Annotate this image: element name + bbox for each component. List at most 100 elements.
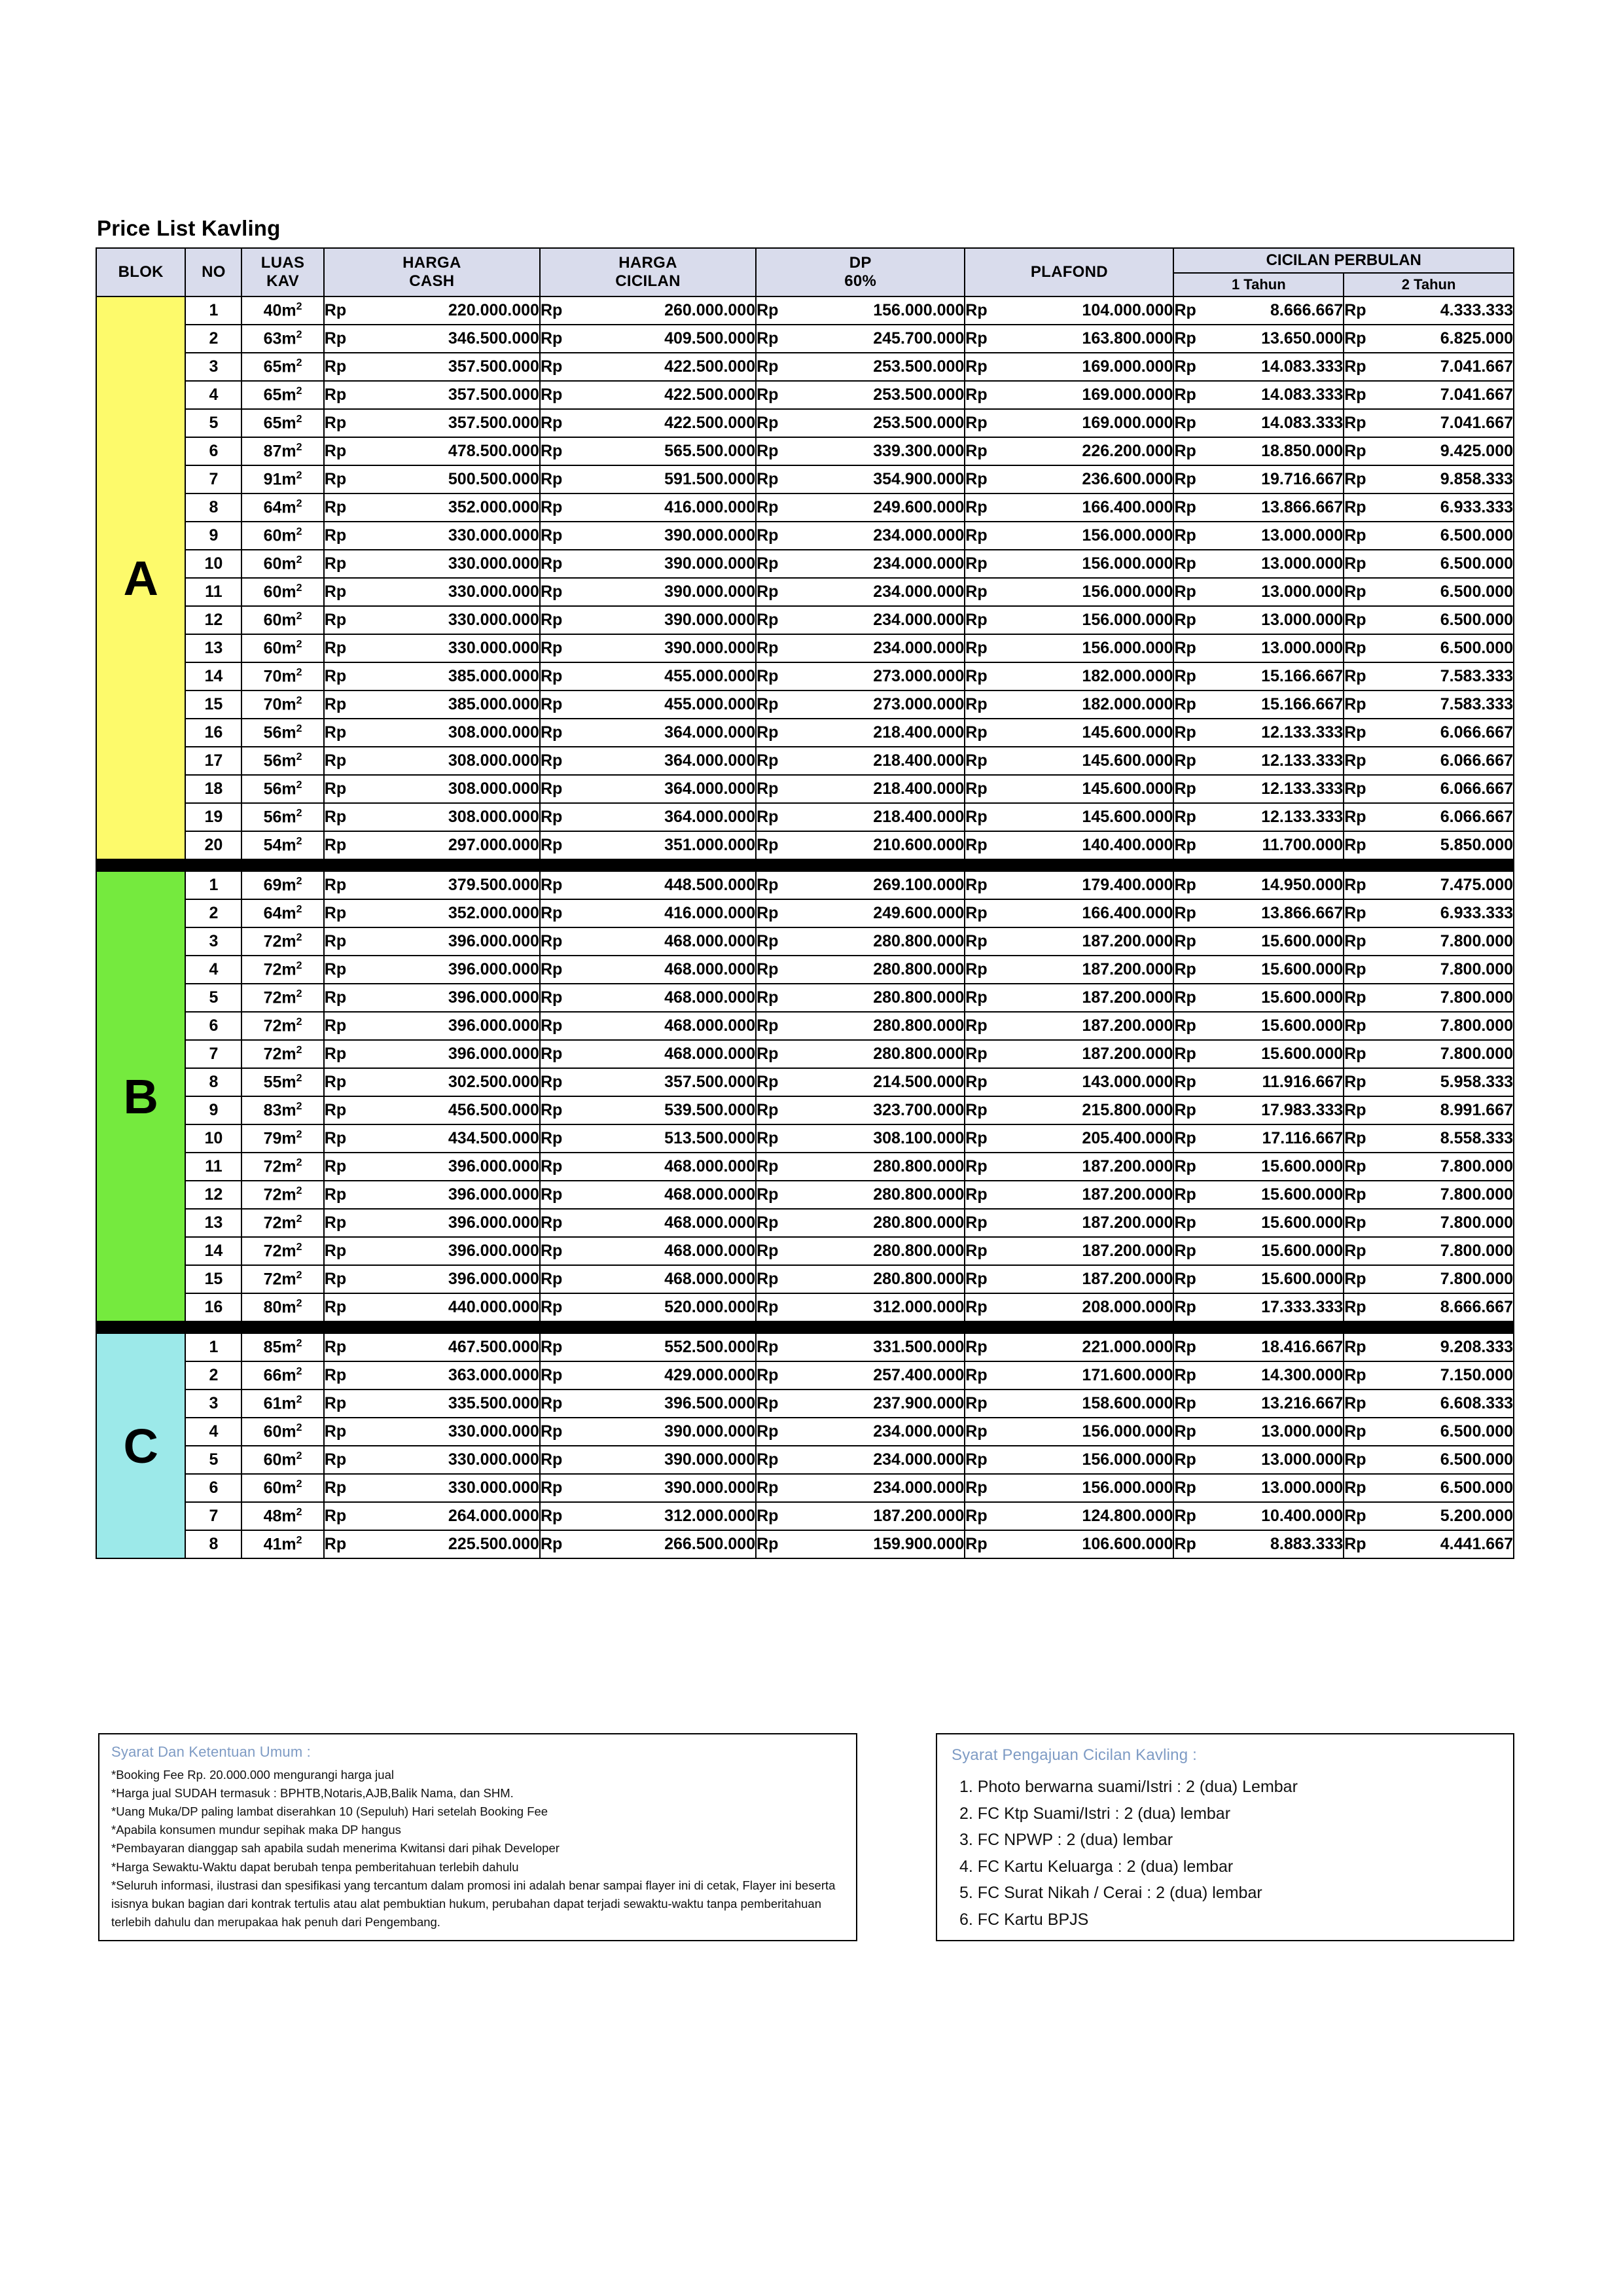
- currency-symbol: Rp: [757, 1450, 779, 1469]
- amount-value: 396.000.000: [448, 1016, 539, 1035]
- amount-value: 234.000.000: [873, 1422, 965, 1441]
- amount-value: 145.600.000: [1082, 751, 1173, 770]
- column-header-harga-cicilan: HARGA CICILAN: [539, 247, 757, 297]
- currency-symbol: Rp: [540, 723, 563, 742]
- amount-value: 312.000.000: [664, 1507, 756, 1525]
- amount-value: 187.200.000: [1082, 1213, 1173, 1232]
- amount-value: 4.441.667: [1440, 1535, 1513, 1553]
- down-payment: Rp 280.800.000: [755, 1152, 966, 1181]
- price-installment: Rp 591.500.000: [539, 465, 757, 494]
- column-header-dp-line2: 60%: [844, 272, 877, 290]
- price-cash: Rp 330.000.000: [323, 549, 541, 579]
- amount-value: 273.000.000: [873, 667, 965, 685]
- currency-symbol: Rp: [324, 1101, 347, 1119]
- currency-symbol: Rp: [757, 960, 779, 978]
- terms-and-conditions-box: Syarat Dan Ketentuan Umum : *Booking Fee…: [98, 1733, 857, 1941]
- currency-symbol: Rp: [324, 554, 347, 573]
- lot-area: 55m2: [241, 1067, 325, 1097]
- price-installment: Rp 416.000.000: [539, 493, 757, 522]
- table-header: BLOK NO LUAS KAV HARGA CASH HARGA CICILA…: [95, 247, 1514, 297]
- lot-area: 54m2: [241, 831, 325, 860]
- down-payment: Rp 187.200.000: [755, 1501, 966, 1531]
- amount-value: 214.500.000: [873, 1073, 965, 1091]
- lot-area: 85m2: [241, 1333, 325, 1362]
- amount-value: 253.500.000: [873, 357, 965, 376]
- currency-symbol: Rp: [1344, 836, 1366, 854]
- amount-value: 352.000.000: [448, 498, 539, 516]
- amount-value: 308.100.000: [873, 1129, 965, 1147]
- amount-value: 364.000.000: [664, 751, 756, 770]
- amount-value: 17.116.667: [1262, 1129, 1344, 1147]
- amount-value: 7.800.000: [1440, 932, 1513, 950]
- column-header-harga-cicilan-line2: CICILAN: [615, 272, 681, 290]
- down-payment: Rp 253.500.000: [755, 408, 966, 438]
- amount-value: 13.216.667: [1261, 1394, 1344, 1412]
- column-header-no: NO: [185, 247, 243, 297]
- table-row: 15 72m2 Rp 396.000.000 Rp 468.000.000 Rp 280.80…: [96, 1265, 1514, 1294]
- amount-value: 416.000.000: [664, 498, 756, 516]
- currency-symbol: Rp: [1344, 1101, 1366, 1119]
- down-payment: Rp 234.000.000: [755, 1473, 966, 1503]
- table-row: 13 72m2 Rp 396.000.000 Rp 468.000.000 Rp 280.80…: [96, 1208, 1514, 1238]
- amount-value: 15.600.000: [1261, 1270, 1344, 1288]
- down-payment: Rp 234.000.000: [755, 577, 966, 607]
- plafond-amount: Rp 163.800.000: [964, 324, 1175, 353]
- lot-area: 56m2: [241, 802, 325, 832]
- amount-value: 166.400.000: [1082, 904, 1173, 922]
- amount-value: 468.000.000: [664, 1242, 756, 1260]
- amount-value: 19.716.667: [1261, 470, 1344, 488]
- price-installment: Rp 312.000.000: [539, 1501, 757, 1531]
- price-cash: Rp 396.000.000: [323, 1236, 541, 1266]
- down-payment: Rp 159.900.000: [755, 1530, 966, 1559]
- price-cash: Rp 346.500.000: [323, 324, 541, 353]
- amount-value: 187.200.000: [1082, 1016, 1173, 1035]
- lot-area: 64m2: [241, 899, 325, 928]
- currency-symbol: Rp: [324, 695, 347, 713]
- amount-value: 468.000.000: [664, 1016, 756, 1035]
- monthly-2-year: Rp 6.066.667: [1343, 774, 1514, 804]
- currency-symbol: Rp: [1344, 639, 1366, 657]
- down-payment: Rp 323.700.000: [755, 1096, 966, 1125]
- amount-value: 302.500.000: [448, 1073, 539, 1091]
- amount-value: 6.066.667: [1440, 780, 1513, 798]
- amount-value: 182.000.000: [1082, 667, 1173, 685]
- row-number: 3: [185, 352, 243, 382]
- row-number: 20: [185, 831, 243, 860]
- amount-value: 308.000.000: [448, 723, 539, 742]
- lot-area: 72m2: [241, 1180, 325, 1210]
- table-row: 7 48m2 Rp 264.000.000 Rp 312.000.000 Rp 187.200…: [96, 1501, 1514, 1531]
- amount-value: 237.900.000: [873, 1394, 965, 1412]
- currency-symbol: Rp: [324, 932, 347, 950]
- monthly-2-year: Rp 8.558.333: [1343, 1124, 1514, 1153]
- currency-symbol: Rp: [757, 1185, 779, 1204]
- amount-value: 14.300.000: [1261, 1366, 1344, 1384]
- currency-symbol: Rp: [1174, 1016, 1196, 1035]
- currency-symbol: Rp: [757, 932, 779, 950]
- price-installment: Rp 351.000.000: [539, 831, 757, 860]
- price-cash: Rp 352.000.000: [323, 899, 541, 928]
- row-number: 5: [185, 983, 243, 1013]
- down-payment: Rp 257.400.000: [755, 1361, 966, 1390]
- plafond-amount: Rp 156.000.000: [964, 1445, 1175, 1475]
- amount-value: 468.000.000: [664, 1045, 756, 1063]
- currency-symbol: Rp: [324, 583, 347, 601]
- currency-symbol: Rp: [540, 1535, 563, 1553]
- down-payment: Rp 273.000.000: [755, 662, 966, 691]
- table-row: 3 72m2 Rp 396.000.000 Rp 468.000.000 Rp 280.800…: [96, 927, 1514, 956]
- currency-symbol: Rp: [965, 1101, 988, 1119]
- lot-area: 56m2: [241, 746, 325, 776]
- currency-symbol: Rp: [324, 414, 347, 432]
- amount-value: 6.066.667: [1440, 808, 1513, 826]
- amount-value: 351.000.000: [664, 836, 756, 854]
- currency-symbol: Rp: [965, 1045, 988, 1063]
- amount-value: 409.500.000: [664, 329, 756, 348]
- row-number: 8: [185, 493, 243, 522]
- price-cash: Rp 330.000.000: [323, 605, 541, 635]
- currency-symbol: Rp: [757, 386, 779, 404]
- currency-symbol: Rp: [965, 667, 988, 685]
- lot-area: 63m2: [241, 324, 325, 353]
- monthly-2-year: Rp 7.041.667: [1343, 408, 1514, 438]
- table-row: 14 72m2 Rp 396.000.000 Rp 468.000.000 Rp 280.80…: [96, 1236, 1514, 1266]
- row-number: 9: [185, 521, 243, 550]
- amount-value: 169.000.000: [1082, 357, 1173, 376]
